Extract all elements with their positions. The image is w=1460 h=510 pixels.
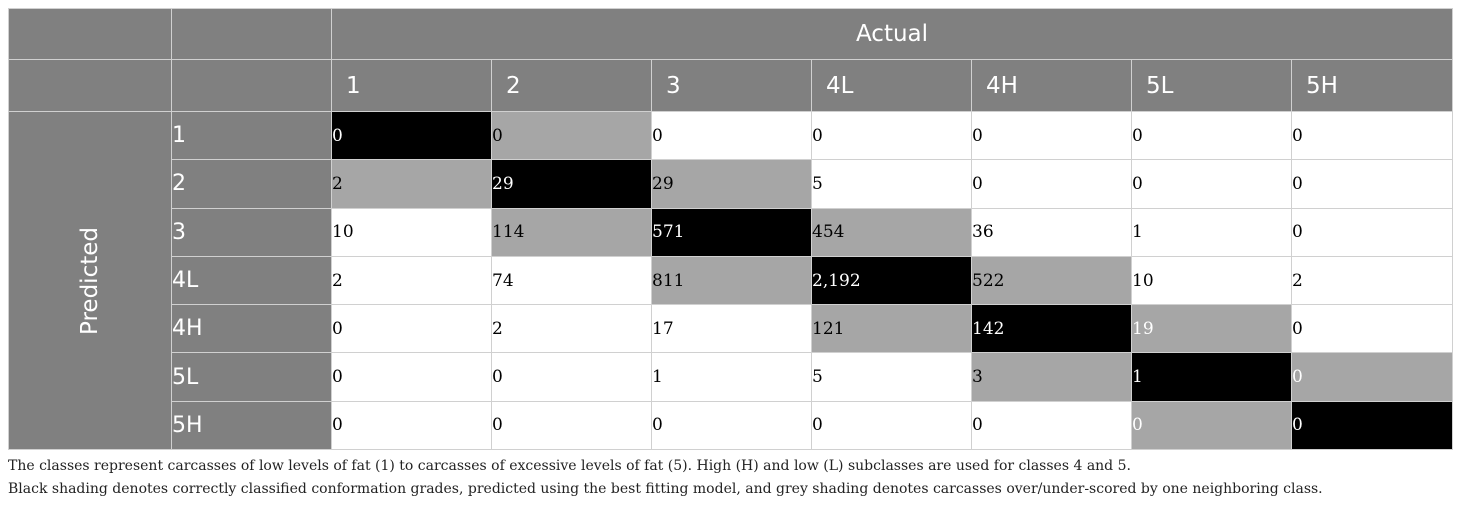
matrix-cell: 811 [651,255,812,306]
matrix-cell: 0 [651,400,812,451]
matrix-cell: 0 [1291,352,1453,402]
corner-cell [8,8,172,60]
matrix-cell: 5 [811,159,972,209]
footnote-shading: Black shading denotes correctly classifi… [8,481,1323,497]
matrix-cell: 0 [491,400,652,451]
matrix-cell: 2 [1291,255,1453,306]
matrix-cell: 0 [331,352,492,402]
matrix-cell: 5 [811,352,972,402]
matrix-cell: 0 [331,400,492,451]
matrix-cell: 29 [491,159,652,209]
confusion-matrix-table: Actual 1 2 3 4L 4H 5L 5H Predicted 1 0 0 0 0 0… [8,8,1453,451]
matrix-cell: 36 [971,207,1132,257]
matrix-cell: 3 [971,352,1132,402]
matrix-cell: 0 [1131,159,1292,209]
actual-header-row: Actual [8,8,1453,60]
table-row: 3 10 114 571 454 36 1 0 [9,207,1453,257]
matrix-cell: 0 [1291,400,1453,451]
matrix-cell: 0 [331,110,492,161]
matrix-cell: 571 [651,207,812,257]
row-header: 4L [171,255,332,306]
matrix-cell: 10 [331,207,492,257]
column-header-row: 1 2 3 4L 4H 5L 5H [8,59,1453,112]
matrix-cell: 19 [1131,304,1292,354]
footnote-classes: The classes represent carcasses of low l… [8,458,1131,474]
row-header: 2 [171,159,332,209]
column-header: 5H [1291,59,1453,112]
matrix-cell: 0 [811,400,972,451]
matrix-cell: 0 [1131,110,1292,161]
matrix-cell: 1 [1131,352,1292,402]
column-header: 2 [491,59,652,112]
matrix-cell: 0 [1291,304,1453,354]
column-header: 4L [811,59,972,112]
matrix-cell: 1 [1131,207,1292,257]
matrix-cell: 0 [331,304,492,354]
actual-label: Actual [331,8,1453,60]
row-header: 1 [171,110,332,161]
matrix-cell: 0 [651,110,812,161]
row-header: 5H [171,400,332,451]
matrix-cell: 522 [971,255,1132,306]
column-header: 5L [1131,59,1292,112]
matrix-cell: 0 [971,159,1132,209]
matrix-cell: 454 [811,207,972,257]
column-header: 1 [331,59,492,112]
table-row: 5H 0 0 0 0 0 0 0 [9,400,1453,451]
table-row: 4H 0 2 17 121 142 19 0 [9,304,1453,354]
matrix-cell: 0 [971,400,1132,451]
corner-cell [171,8,332,60]
matrix-cell: 121 [811,304,972,354]
matrix-cell: 2 [331,159,492,209]
matrix-cell: 0 [1131,400,1292,451]
column-header: 3 [651,59,812,112]
matrix-cell: 74 [491,255,652,306]
matrix-cell: 142 [971,304,1132,354]
table-row: 5L 0 0 1 5 3 1 0 [9,352,1453,402]
predicted-label-cell: Predicted [8,110,172,451]
predicted-label: Predicted [77,226,103,335]
matrix-cell: 0 [1291,110,1453,161]
column-header: 4H [971,59,1132,112]
matrix-cell: 114 [491,207,652,257]
matrix-cell: 0 [811,110,972,161]
matrix-cell: 2 [491,304,652,354]
matrix-cell: 0 [1291,207,1453,257]
matrix-cell: 0 [971,110,1132,161]
table-row: 2 2 29 29 5 0 0 0 [9,159,1453,209]
matrix-body: Predicted 1 0 0 0 0 0 0 0 2 2 29 29 5 0 0 0 3 10 114 571 454 3… [8,110,1453,451]
table-row: 4L 2 74 811 2,192 522 10 2 [9,255,1453,306]
corner-cell [8,59,172,112]
table-row: Predicted 1 0 0 0 0 0 0 0 [8,110,1453,451]
matrix-cell: 0 [491,110,652,161]
matrix-cell: 17 [651,304,812,354]
matrix-cell: 10 [1131,255,1292,306]
matrix-cell: 2 [331,255,492,306]
corner-cell [171,59,332,112]
row-header: 4H [171,304,332,354]
matrix-cell: 2,192 [811,255,972,306]
matrix-cell: 0 [491,352,652,402]
matrix-cell: 0 [1291,159,1453,209]
row-header: 5L [171,352,332,402]
row-header: 3 [171,207,332,257]
matrix-cell: 29 [651,159,812,209]
matrix-cell: 1 [651,352,812,402]
